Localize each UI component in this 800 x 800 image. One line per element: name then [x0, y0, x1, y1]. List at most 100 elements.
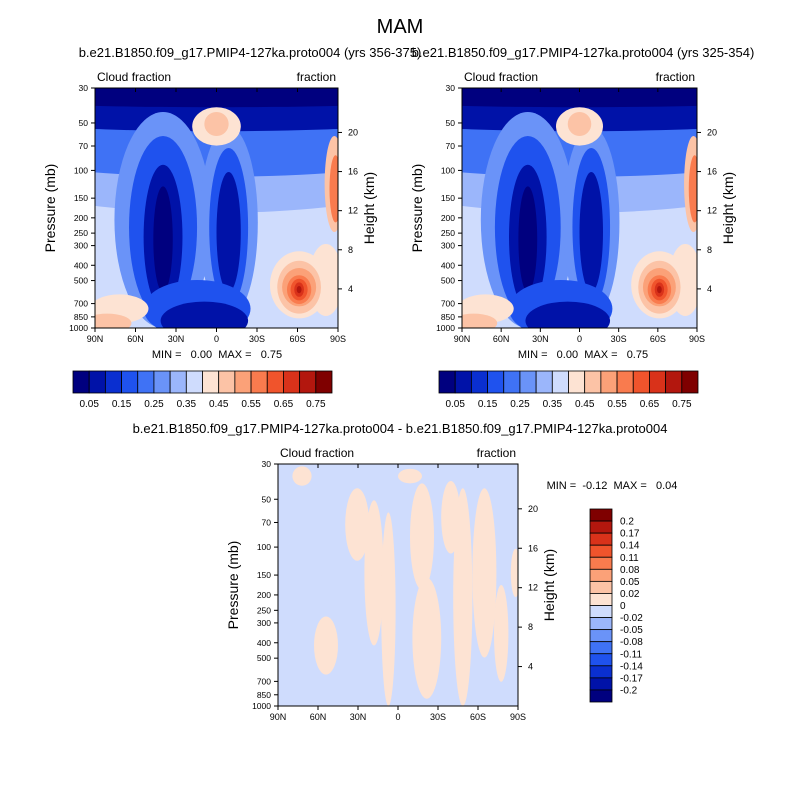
height-tick-label: 12	[528, 583, 538, 593]
colorbar-label: 0.35	[543, 399, 563, 410]
y-tick-label: 500	[257, 653, 271, 663]
contour-region	[518, 186, 538, 292]
height-tick-label: 12	[348, 206, 358, 216]
panel-title: b.e21.B1850.f09_g17.PMIP4-127ka.proto004…	[412, 45, 755, 60]
colorbar: 0.05 0.15 0.25 0.35 0.45 0.55 0.65 0.75	[72, 370, 333, 410]
y-right-axis-title: Height (km)	[720, 172, 736, 244]
colorbar-label: -0.17	[620, 673, 643, 684]
colorbar-swatch	[438, 370, 456, 394]
y-tick-label: 50	[79, 118, 89, 128]
contour-region	[95, 313, 132, 328]
chart-panel-1: b.e21.B1850.f09_g17.PMIP4-127ka.proto004…	[42, 45, 421, 410]
height-tick-label: 16	[528, 543, 538, 553]
y-tick-label: 700	[441, 299, 455, 309]
chart-panel-3: b.e21.B1850.f09_g17.PMIP4-127ka.proto004…	[133, 421, 678, 722]
panel-right-label: fraction	[477, 446, 516, 460]
y-axis-title: Pressure (mb)	[225, 541, 241, 630]
y-tick-label: 700	[74, 299, 88, 309]
x-tick-label: 90S	[510, 712, 526, 722]
contour-region	[381, 512, 396, 706]
y-tick-label: 250	[441, 228, 455, 238]
x-tick-label: 60S	[470, 712, 486, 722]
panel-title: b.e21.B1850.f09_g17.PMIP4-127ka.proto004…	[133, 421, 668, 436]
colorbar-label: -0.2	[620, 685, 638, 696]
colorbar-label: 0.75	[672, 399, 692, 410]
x-tick-label: 30S	[249, 334, 265, 344]
colorbar-label: 0	[620, 601, 626, 612]
height-tick-label: 8	[707, 245, 712, 255]
min-max-stats: MIN = 0.00 MAX = 0.75	[152, 349, 282, 361]
colorbar-swatch	[503, 370, 521, 394]
colorbar-label: 0.65	[274, 399, 294, 410]
colorbar-label: 0.05	[445, 399, 465, 410]
contour-region	[453, 488, 473, 706]
y-right-axis-title: Height (km)	[541, 549, 557, 621]
colorbar-label: 0.55	[607, 399, 627, 410]
y-tick-label: 250	[74, 228, 88, 238]
colorbar-swatch	[250, 370, 268, 394]
x-tick-label: 60N	[127, 334, 144, 344]
contour-region	[296, 286, 302, 294]
colorbar-label: 0.17	[620, 529, 640, 540]
colorbar-swatch	[104, 370, 122, 394]
height-tick-label: 20	[707, 127, 717, 137]
y-tick-label: 500	[441, 276, 455, 286]
x-tick-label: 90S	[689, 334, 705, 344]
x-tick-label: 0	[395, 712, 400, 722]
y-tick-label: 70	[262, 517, 272, 527]
colorbar-swatch	[519, 370, 537, 394]
y-tick-label: 70	[79, 141, 89, 151]
colorbar-swatch	[589, 665, 613, 679]
contour-field	[462, 88, 697, 328]
colorbar-swatch	[185, 370, 203, 394]
contour-region	[472, 488, 497, 658]
colorbar-swatch	[589, 653, 613, 667]
y-tick-label: 30	[446, 83, 456, 93]
colorbar-swatch	[153, 370, 171, 394]
contour-region	[567, 112, 592, 136]
height-tick-label: 16	[707, 167, 717, 177]
contour-region	[398, 468, 422, 484]
x-tick-label: 30S	[430, 712, 446, 722]
y-tick-label: 150	[441, 193, 455, 203]
colorbar-label: 0.02	[620, 589, 640, 600]
colorbar-swatch	[234, 370, 252, 394]
colorbar-label: -0.11	[620, 649, 642, 660]
contour-region	[345, 488, 370, 561]
contour-region	[95, 88, 338, 108]
colorbar-swatch	[121, 370, 139, 394]
y-tick-label: 70	[446, 141, 456, 151]
y-tick-label: 1000	[69, 323, 88, 333]
x-tick-label: 60S	[650, 334, 666, 344]
colorbar-swatch	[299, 370, 317, 394]
y-tick-label: 200	[74, 213, 88, 223]
colorbar-swatch	[72, 370, 90, 394]
contour-region	[216, 172, 241, 292]
charts-group: b.e21.B1850.f09_g17.PMIP4-127ka.proto004…	[42, 45, 755, 722]
y-tick-label: 50	[262, 494, 272, 504]
colorbar-swatch	[649, 370, 667, 394]
y-tick-label: 100	[74, 165, 88, 175]
y-tick-label: 300	[441, 241, 455, 251]
colorbar-swatch	[589, 508, 613, 522]
colorbar-label: 0.2	[620, 517, 634, 528]
y-tick-label: 850	[257, 690, 271, 700]
x-tick-label: 90N	[87, 334, 104, 344]
colorbar-swatch	[88, 370, 106, 394]
panel-left-label: Cloud fraction	[97, 70, 171, 84]
x-tick-label: 30S	[611, 334, 627, 344]
colorbar-swatch	[632, 370, 650, 394]
panel-right-label: fraction	[297, 70, 336, 84]
contour-region	[510, 548, 518, 598]
colorbar-swatch	[454, 370, 472, 394]
colorbar-swatch	[589, 605, 613, 618]
colorbar-label: 0.25	[510, 399, 530, 410]
panel-left-label: Cloud fraction	[280, 446, 354, 460]
contour-region	[410, 483, 434, 590]
y-tick-label: 150	[257, 570, 271, 580]
colorbar-swatch	[589, 617, 613, 631]
contour-region	[292, 466, 312, 486]
height-tick-label: 4	[707, 284, 712, 294]
colorbar-swatch	[589, 641, 613, 655]
